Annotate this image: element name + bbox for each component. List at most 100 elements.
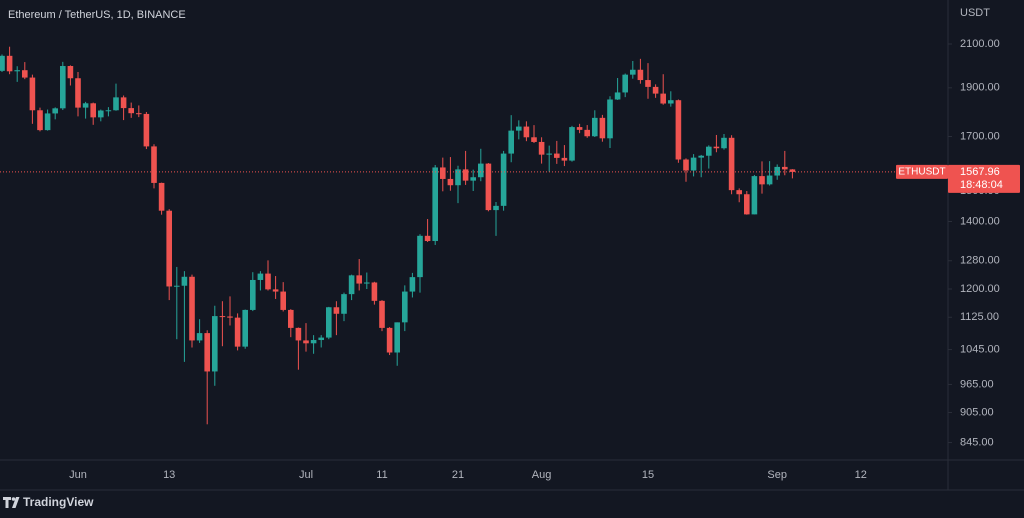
candle-body xyxy=(675,100,682,160)
candle-body xyxy=(766,175,773,185)
candle-body xyxy=(52,108,58,114)
candle-body xyxy=(386,327,393,353)
price-tag xyxy=(948,164,1020,193)
candle-body xyxy=(455,169,461,186)
candle-body xyxy=(219,316,226,318)
candle-body xyxy=(136,113,142,115)
candle-body xyxy=(531,137,537,142)
candle-body xyxy=(751,176,758,215)
y-tick-label: 1900.00 xyxy=(960,82,1000,94)
candle-body xyxy=(462,169,469,181)
candle-body xyxy=(721,137,727,149)
candle-body xyxy=(516,126,522,131)
symbol-tag xyxy=(896,164,948,179)
candle-body xyxy=(105,110,112,112)
x-tick-label: 13 xyxy=(163,469,175,481)
candle-body xyxy=(607,99,613,139)
candle-body xyxy=(470,177,476,181)
candle-body xyxy=(690,157,697,171)
y-tick-label: 2100.00 xyxy=(960,38,1000,50)
chart-title: Ethereum / TetherUS, 1D, BINANCE xyxy=(8,9,186,21)
candle-body xyxy=(0,55,5,71)
candle-body xyxy=(189,276,195,341)
candle-body xyxy=(592,117,598,137)
candle-body xyxy=(447,178,454,186)
y-tick-label: 965.00 xyxy=(960,378,994,390)
candle-body xyxy=(630,69,636,75)
candle-body xyxy=(584,129,590,137)
x-tick-label: Jul xyxy=(299,469,313,481)
candle-body xyxy=(440,167,446,179)
candle-body xyxy=(82,103,89,108)
brand-logo xyxy=(3,497,20,508)
candle-body xyxy=(37,110,43,131)
candle-body xyxy=(158,182,165,211)
candle-body xyxy=(698,155,704,158)
candle-body xyxy=(554,153,560,158)
candle-body xyxy=(166,210,172,287)
candle-body xyxy=(759,176,765,185)
candle-body xyxy=(174,285,180,287)
candle-body xyxy=(295,327,302,341)
candle-body xyxy=(417,235,423,278)
x-tick-label: 12 xyxy=(855,469,867,481)
symbol-label: ETHUSDT xyxy=(898,167,945,178)
logo-shape xyxy=(12,497,20,508)
candle-body xyxy=(500,153,507,206)
plot-area xyxy=(0,46,948,425)
y-tick-label: 1125.00 xyxy=(960,311,999,323)
candle-body xyxy=(212,316,218,372)
candle-body xyxy=(75,78,81,108)
y-tick-label: 1400.00 xyxy=(960,215,1000,227)
candle-body xyxy=(402,291,408,323)
x-tick-label: 11 xyxy=(376,469,387,481)
candle-body xyxy=(683,159,689,171)
candle-body xyxy=(250,279,256,310)
candle-body xyxy=(113,97,119,111)
candle-body xyxy=(272,289,279,292)
candle-body xyxy=(599,117,606,139)
candle-body xyxy=(424,235,431,242)
candle-body xyxy=(257,273,264,280)
candle-body xyxy=(288,309,294,328)
candle-body xyxy=(348,275,355,295)
candle-body xyxy=(652,86,659,94)
candle-body xyxy=(478,163,484,178)
logo-shape xyxy=(3,497,11,508)
candle-body xyxy=(432,167,438,242)
y-tick-label: 1200.00 xyxy=(960,283,1000,295)
x-tick-label: 15 xyxy=(642,469,654,481)
candle-body xyxy=(493,205,499,211)
candle-body xyxy=(622,74,628,93)
candle-body xyxy=(280,291,286,310)
logo-shape xyxy=(11,497,16,501)
candle-body xyxy=(508,130,514,154)
candle-body xyxy=(660,93,666,104)
candle-body xyxy=(561,157,568,161)
candle-body xyxy=(90,103,96,118)
candle-body xyxy=(789,169,796,172)
candle-body xyxy=(128,108,134,114)
candle-body xyxy=(6,55,13,72)
footer xyxy=(0,490,1024,518)
candle-body xyxy=(371,282,378,301)
x-tick-label: Sep xyxy=(767,469,787,481)
candle-body xyxy=(181,276,188,286)
candle-body xyxy=(523,126,530,138)
candle-body xyxy=(242,309,248,347)
candle-body xyxy=(637,69,644,81)
countdown-label: 18:48:04 xyxy=(960,179,1003,191)
candle-body xyxy=(14,70,20,72)
candle-body xyxy=(409,277,416,292)
candle-body xyxy=(341,294,347,314)
y-tick-label: 1045.00 xyxy=(960,343,1000,355)
candle-body xyxy=(728,137,735,191)
candle-body xyxy=(614,92,621,100)
candle-body xyxy=(265,273,271,290)
candle-body xyxy=(706,146,712,156)
candle-body xyxy=(151,146,157,183)
candle-body xyxy=(744,194,750,215)
candle-body xyxy=(538,141,545,155)
